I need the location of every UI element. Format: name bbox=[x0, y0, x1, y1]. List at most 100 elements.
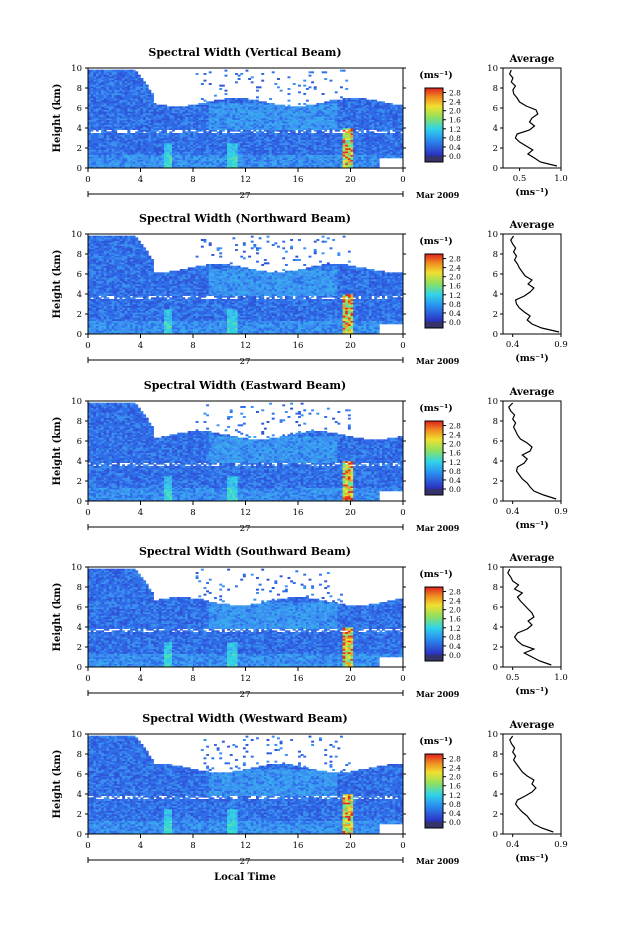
heatmap-cell bbox=[98, 103, 102, 105]
heatmap-cell bbox=[124, 138, 128, 140]
heatmap-cell bbox=[185, 124, 189, 127]
heatmap-cell bbox=[135, 163, 139, 165]
heatmap-cell bbox=[101, 146, 105, 149]
heatmap-cell bbox=[203, 104, 207, 107]
heatmap-cell bbox=[242, 98, 246, 100]
heatmap-cell bbox=[193, 133, 196, 135]
heatmap-cell bbox=[111, 131, 115, 134]
heatmap-cell bbox=[143, 104, 147, 107]
heatmap-cell bbox=[235, 139, 238, 142]
heatmap-cell bbox=[211, 118, 215, 120]
heatmap-cell bbox=[182, 141, 186, 144]
heatmap-cell bbox=[305, 99, 309, 102]
heatmap-cell bbox=[232, 151, 236, 154]
heatmap-cell bbox=[127, 111, 131, 114]
heatmap-cell bbox=[148, 161, 152, 164]
heatmap-cell bbox=[88, 153, 91, 155]
heatmap-cell bbox=[235, 98, 238, 100]
heatmap-cell bbox=[237, 98, 241, 100]
heatmap-cell bbox=[224, 103, 228, 105]
heatmap-cell bbox=[151, 106, 154, 109]
heatmap-cell bbox=[190, 166, 194, 169]
heatmap-cell bbox=[179, 109, 183, 112]
heatmap-cell bbox=[95, 151, 99, 154]
heatmap-cell bbox=[122, 156, 126, 159]
heatmap-cell bbox=[224, 111, 228, 114]
heatmap-cell bbox=[127, 131, 131, 134]
heatmap-cell bbox=[124, 121, 128, 124]
heatmap-cell bbox=[148, 106, 152, 109]
heatmap-cell bbox=[216, 156, 220, 159]
heatmap-cell bbox=[211, 126, 215, 129]
heatmap-cell bbox=[179, 108, 183, 110]
heatmap-cell bbox=[137, 136, 141, 139]
heatmap-cell bbox=[103, 111, 107, 114]
heatmap-cell bbox=[240, 159, 244, 162]
heatmap-cell bbox=[206, 163, 210, 165]
heatmap-cell bbox=[216, 153, 220, 155]
heatmap-cell bbox=[137, 114, 141, 117]
heatmap-cell bbox=[145, 149, 149, 152]
heatmap-cell bbox=[237, 123, 241, 125]
heatmap-cell bbox=[140, 166, 144, 169]
heatmap-cell bbox=[324, 71, 328, 74]
heatmap-cell bbox=[140, 124, 144, 127]
heatmap-cell bbox=[219, 136, 223, 139]
heatmap-cell bbox=[151, 123, 154, 125]
heatmap-cell bbox=[208, 166, 212, 169]
heatmap-cell bbox=[153, 149, 157, 152]
heatmap-cell bbox=[130, 154, 133, 157]
heatmap-cell bbox=[106, 149, 110, 152]
heatmap-cell bbox=[106, 143, 110, 145]
heatmap-cell bbox=[143, 146, 147, 149]
heatmap-cell bbox=[185, 106, 189, 109]
heatmap-cell bbox=[140, 78, 144, 80]
heatmap-cell bbox=[106, 96, 110, 99]
heatmap-cell bbox=[185, 154, 189, 157]
heatmap-cell bbox=[203, 128, 207, 130]
heatmap-cell bbox=[206, 133, 210, 135]
heatmap-cell bbox=[240, 114, 244, 117]
heatmap-cell bbox=[143, 154, 147, 157]
heatmap-cell bbox=[111, 103, 115, 105]
heatmap-cell bbox=[277, 133, 280, 135]
heatmap-cell bbox=[98, 166, 102, 169]
heatmap-cell bbox=[88, 134, 91, 137]
heatmap-cell bbox=[156, 158, 160, 160]
heatmap-cell bbox=[132, 139, 136, 142]
heatmap-cell bbox=[127, 164, 131, 167]
heatmap-cell bbox=[109, 158, 112, 160]
heatmap-cell bbox=[235, 119, 238, 122]
heatmap-cell bbox=[116, 116, 120, 119]
heatmap-cell bbox=[274, 133, 278, 135]
heatmap-cell bbox=[119, 124, 123, 127]
heatmap-cell bbox=[190, 111, 194, 114]
heatmap-cell bbox=[195, 134, 199, 137]
heatmap-cell bbox=[235, 144, 238, 147]
heatmap-cell bbox=[109, 156, 112, 159]
heatmap-cell bbox=[124, 79, 128, 82]
heatmap-cell bbox=[219, 138, 223, 140]
heatmap-cell bbox=[187, 121, 191, 124]
heatmap-cell bbox=[311, 71, 315, 74]
heatmap-cell bbox=[132, 166, 136, 169]
heatmap-cell bbox=[235, 118, 238, 120]
heatmap-cell bbox=[203, 106, 207, 109]
heatmap-cell bbox=[122, 84, 126, 87]
heatmap-cell bbox=[376, 133, 380, 135]
heatmap-cell bbox=[169, 119, 173, 122]
heatmap-cell bbox=[174, 164, 178, 167]
heatmap-cell bbox=[216, 136, 220, 139]
heatmap-cell bbox=[166, 161, 170, 164]
heatmap-cell bbox=[221, 163, 225, 165]
heatmap-cell bbox=[137, 74, 141, 77]
heatmap-cell bbox=[216, 126, 220, 129]
heatmap-cell bbox=[93, 91, 97, 94]
heatmap-cell bbox=[342, 98, 346, 100]
heatmap-cell bbox=[114, 78, 118, 80]
heatmap-cell bbox=[132, 96, 136, 99]
heatmap-cell bbox=[98, 134, 102, 137]
heatmap-cell bbox=[145, 104, 149, 107]
heatmap-cell bbox=[224, 108, 228, 110]
heatmap-cell bbox=[106, 79, 110, 82]
